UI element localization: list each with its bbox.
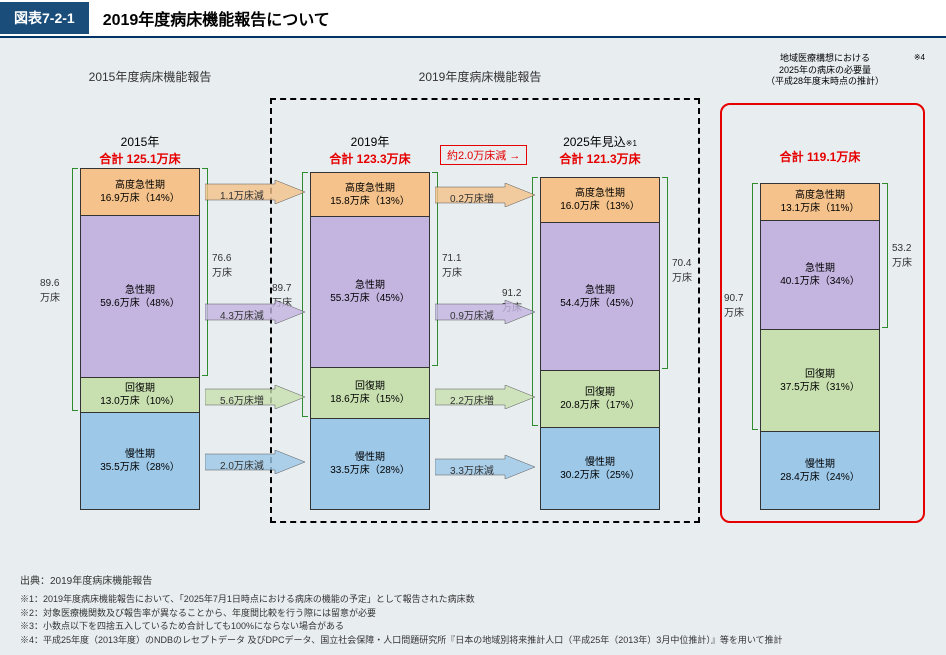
year-2019: 2019年 — [300, 133, 440, 150]
section-2025-projection-label: 地域医療構想における 2025年の病床の必要量 （平成28年度末時点の推計） ※… — [730, 53, 920, 88]
total-2025f: 合計 121.3万床 — [530, 150, 670, 167]
chart-area: 2015年度病床機能報告 2019年度病床機能報告 地域医療構想における 202… — [0, 38, 946, 568]
seg-2025p-recovery: 回復期37.5万床（31%） — [761, 329, 879, 431]
seg-2019-high-acute: 高度急性期15.8万床（13%） — [311, 173, 429, 216]
year-2015: 2015年 — [70, 133, 210, 150]
arrow-2-3-label: 2.2万床増 — [450, 392, 494, 407]
arrow-2-2-label: 0.9万床減 — [450, 307, 494, 322]
year-2025f: 2025年見込 — [563, 135, 626, 149]
footnotes: 出典：2019年度病床機能報告 ※1：2019年度病床機能報告において、「202… — [0, 568, 946, 653]
seg-2019-recovery: 回復期18.6万床（15%） — [311, 367, 429, 418]
bracket-2025f-right-label: 70.4 万床 — [672, 258, 692, 284]
seg-2025p-chronic: 慢性期28.4万床（24%） — [761, 431, 879, 509]
seg-2015-acute: 急性期59.6万床（48%） — [81, 215, 199, 377]
section-2015-label: 2015年度病床機能報告 — [70, 68, 230, 85]
bracket-2025p-right-label: 53.2 万床 — [892, 243, 912, 269]
bar-2019-year: 2019年 合計 123.3万床 — [300, 133, 440, 167]
bracket-2015-right-label: 76.6 万床 — [212, 253, 232, 279]
bar-2019: 高度急性期15.8万床（13%） 急性期55.3万床（45%） 回復期18.6万… — [310, 172, 430, 510]
bracket-2025p-left — [752, 183, 758, 430]
seg-2019-acute: 急性期55.3万床（45%） — [311, 216, 429, 367]
bracket-2015-left — [72, 168, 78, 411]
seg-2025f-recovery: 回復期20.8万床（17%） — [541, 370, 659, 427]
note-1: ※1：2019年度病床機能報告において、「2025年7月1日時点における病床の機… — [20, 593, 926, 607]
arrow-1-3-label: 5.6万床増 — [220, 392, 264, 407]
bracket-2025p-left-label: 90.7 万床 — [724, 293, 744, 319]
total-2019: 合計 123.3万床 — [300, 150, 440, 167]
bracket-2015-left-label: 89.6 万床 — [40, 278, 60, 304]
bracket-2019-right-label: 71.1 万床 — [442, 253, 462, 279]
seg-2025p-high-acute: 高度急性期13.1万床（11%） — [761, 184, 879, 220]
bar-2025f-year: 2025年見込※1 合計 121.3万床 — [530, 133, 670, 167]
year-2025f-sup: ※1 — [626, 139, 637, 148]
figure-title: 2019年度病床機能報告について — [89, 0, 344, 36]
seg-2015-chronic: 慢性期35.5万床（28%） — [81, 412, 199, 509]
arrow-1-1-label: 1.1万床減 — [220, 187, 264, 202]
note-2: ※2：対象医療機関数及び報告率が異なることから、年度間比較を行う際には留意が必要 — [20, 607, 926, 621]
arrow-2-4-label: 3.3万床減 — [450, 462, 494, 477]
bracket-2019-left — [302, 172, 308, 417]
bar-2025-forecast: 高度急性期16.0万床（13%） 急性期54.4万床（45%） 回復期20.8万… — [540, 177, 660, 510]
figure-number: 図表7-2-1 — [0, 2, 89, 34]
seg-2025p-acute: 急性期40.1万床（34%） — [761, 220, 879, 329]
projection-note-sup: ※4 — [914, 53, 925, 63]
bracket-2025f-right — [662, 177, 668, 369]
arrow-2-1-label: 0.2万床増 — [450, 190, 494, 205]
total-2025p: 合計 119.1万床 — [750, 148, 890, 165]
bar-2015-year: 2015年 合計 125.1万床 — [70, 133, 210, 167]
total-2015: 合計 125.1万床 — [70, 150, 210, 167]
source-line: 出典：2019年度病床機能報告 — [20, 574, 926, 589]
seg-2019-chronic: 慢性期33.5万床（28%） — [311, 418, 429, 509]
projection-note-text: 地域医療構想における 2025年の病床の必要量 （平成28年度末時点の推計） — [766, 53, 884, 86]
title-bar: 図表7-2-1 2019年度病床機能報告について — [0, 0, 946, 38]
seg-2025f-acute: 急性期54.4万床（45%） — [541, 222, 659, 370]
arrow-1-2-label: 4.3万床減 — [220, 307, 264, 322]
bracket-2025p-right — [882, 183, 888, 328]
red-change-label: 約2.0万床減 → — [440, 145, 527, 165]
section-2019-label: 2019年度病床機能報告 — [380, 68, 580, 85]
bar-2025-projection: 高度急性期13.1万床（11%） 急性期40.1万床（34%） 回復期37.5万… — [760, 183, 880, 510]
figure-container: 図表7-2-1 2019年度病床機能報告について 2015年度病床機能報告 20… — [0, 0, 946, 655]
bar-2015: 高度急性期16.9万床（14%） 急性期59.6万床（48%） 回復期13.0万… — [80, 168, 200, 510]
arrow-1-4-label: 2.0万床減 — [220, 457, 264, 472]
seg-2025f-high-acute: 高度急性期16.0万床（13%） — [541, 178, 659, 222]
seg-2015-high-acute: 高度急性期16.9万床（14%） — [81, 169, 199, 215]
note-4: ※4：平成25年度（2013年度）のNDBのレセプトデータ 及びDPCデータ、国… — [20, 634, 926, 648]
bar-2025p-total: 合計 119.1万床 — [750, 148, 890, 165]
seg-2015-recovery: 回復期13.0万床（10%） — [81, 377, 199, 412]
note-3: ※3：小数点以下を四捨五入しているため合計しても100%にならない場合がある — [20, 620, 926, 634]
seg-2025f-chronic: 慢性期30.2万床（25%） — [541, 427, 659, 509]
